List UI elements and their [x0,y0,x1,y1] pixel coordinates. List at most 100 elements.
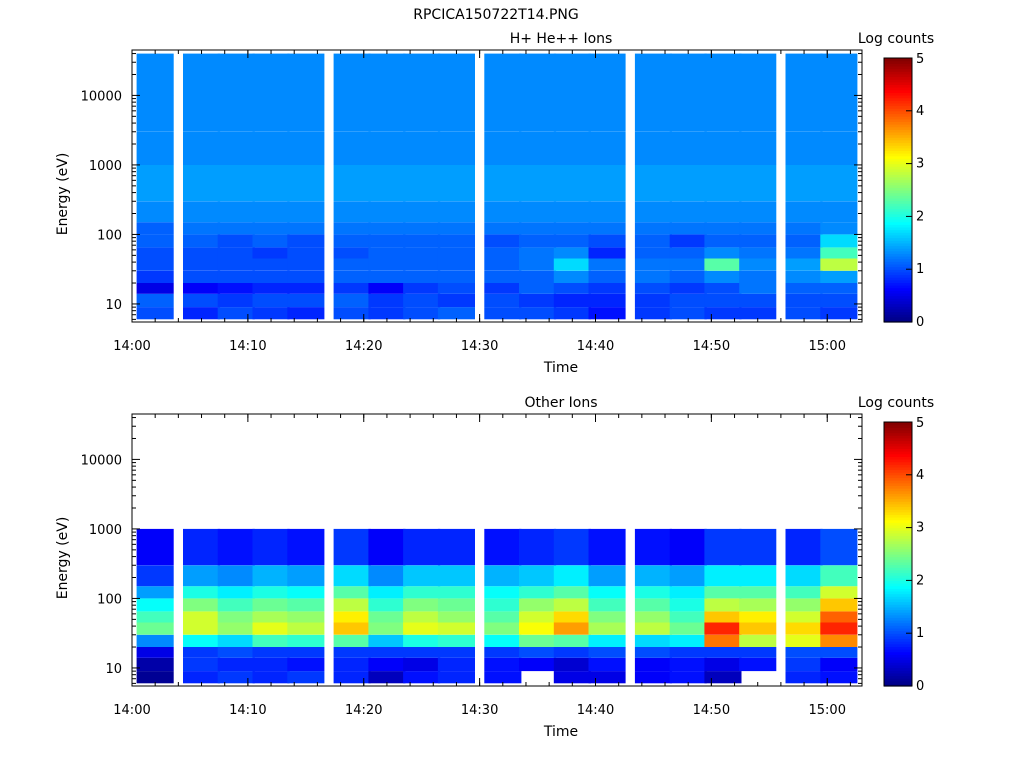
heatmap-cell [785,293,823,308]
heatmap-cell [588,53,626,96]
heatmap-cell [588,565,626,587]
heatmap-cell [217,234,255,248]
heatmap-cell [183,598,221,612]
heatmap-cell [553,528,591,566]
heatmap-cell [333,258,371,271]
colorbar-segment [884,234,912,239]
heatmap-cell [669,247,707,259]
heatmap-cell [519,598,557,612]
colorbar-tick-label: 5 [916,416,924,431]
heatmap-cell [785,622,823,635]
heatmap-cell [588,222,626,235]
colorbar-segment [884,271,912,276]
heatmap-cell [403,611,441,623]
heatmap-cell [634,611,672,623]
colorbar-segment [884,300,912,305]
heatmap-cell [368,307,406,320]
colorbar-segment [884,488,912,492]
heatmap-cell [553,234,591,248]
heatmap-cell [403,283,441,294]
heatmap-cell [820,611,858,623]
heatmap-cell [252,283,290,294]
colorbar-segment [884,287,912,291]
colorbar-segment [884,269,912,273]
heatmap-cell [136,234,174,248]
colorbar-segment [884,480,912,484]
colorbar-segment [884,532,912,537]
colorbar-segment [884,437,912,442]
heatmap-cell [704,611,742,623]
colorbar-segment [884,100,912,104]
panel-h-he-ions: 14:00 14:10 14:20 14:30 14:40 14:50 15:0010100… [55,31,934,376]
heatmap-cell [437,611,475,623]
heatmap-cell [217,671,255,684]
heatmap-cell [217,528,255,566]
colorbar-segment [884,667,912,671]
colorbar-segment [884,65,912,70]
colorbar-segment [884,308,912,313]
colorbar-segment [884,176,912,181]
heatmap-cell [704,131,742,165]
heatmap-cell [437,293,475,308]
heatmap-cell [634,258,672,271]
colorbar-segment [884,87,912,91]
heatmap-cell [437,222,475,235]
heatmap-cell [669,671,707,684]
heatmap-cell [437,131,475,165]
heatmap-cell [519,95,557,132]
heatmap-cell [634,565,672,587]
heatmap-cell [136,528,174,566]
colorbar-segment [884,588,912,592]
heatmap-cell [519,647,557,658]
colorbar-segment [884,522,912,526]
heatmap-cell [553,95,591,132]
colorbar-segment [884,651,912,655]
heatmap-cell [484,307,522,320]
heatmap-cell [519,234,557,248]
colorbar-tick-label: 2 [916,209,924,224]
heatmap-cell [368,270,406,283]
colorbar-segment [884,153,912,157]
heatmap-cell [437,671,475,684]
colorbar-segment [884,527,912,531]
colorbar-segment [884,627,912,632]
heatmap-cell [183,131,221,165]
colorbar-segment [884,577,912,581]
colorbar-segment [884,625,912,629]
heatmap-cell [785,222,823,235]
heatmap-cell [287,201,325,223]
colorbar-segment [884,121,912,125]
y-axis-label: Energy (eV) [55,153,71,236]
heatmap-cell [634,222,672,235]
y-tick-label: 100 [97,592,122,607]
heatmap-cell [484,131,522,165]
heatmap-cell [588,270,626,283]
heatmap-cell [519,131,557,165]
heatmap-cell [484,247,522,259]
heatmap-cell [704,270,742,283]
colorbar-segment [884,124,912,128]
heatmap-cell [785,258,823,271]
heatmap-cell [287,671,325,684]
colorbar-segment [884,474,912,479]
heatmap-cell [634,622,672,635]
heatmap-cell [519,293,557,308]
colorbar-segment [884,662,912,666]
colorbar-segment [884,601,912,605]
heatmap-cell [217,611,255,623]
colorbar-segment [884,129,912,133]
colorbar-segment [884,63,912,67]
colorbar-segment [884,298,912,302]
heatmap-cell [333,95,371,132]
heatmap-cell [519,258,557,271]
colorbar-segment [884,290,912,294]
colorbar-segment [884,97,912,101]
heatmap-cell [217,307,255,320]
heatmap-cell [669,164,707,202]
colorbar-segment [884,71,912,75]
colorbar-segment [884,195,912,199]
heatmap-cell [368,95,406,132]
heatmap-cell [287,222,325,235]
heatmap-cell [553,307,591,320]
heatmap-cell [368,634,406,647]
